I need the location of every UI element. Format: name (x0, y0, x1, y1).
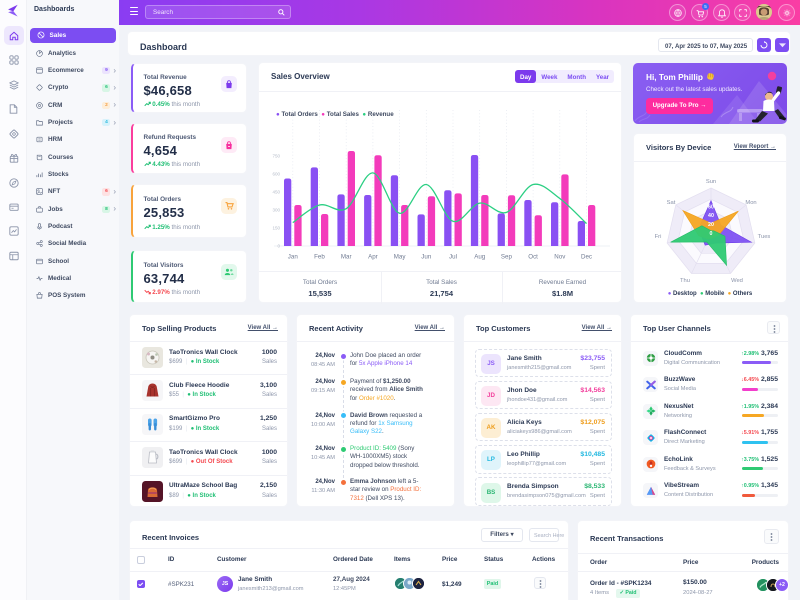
svg-text:300: 300 (272, 208, 280, 213)
svg-text:450: 450 (272, 190, 280, 195)
svg-text:0: 0 (277, 244, 280, 249)
svg-text:Mar: Mar (341, 254, 352, 261)
svg-text:Dec: Dec (581, 254, 592, 261)
svg-text:40: 40 (708, 213, 714, 219)
svg-text:Jan: Jan (288, 254, 299, 261)
svg-text:Jul: Jul (449, 254, 457, 261)
svg-text:Tues: Tues (758, 234, 771, 240)
svg-text:60: 60 (708, 204, 714, 210)
svg-text:600: 600 (272, 172, 280, 177)
svg-text:Fri: Fri (655, 234, 662, 240)
svg-text:Apr: Apr (368, 254, 378, 261)
svg-text:20: 20 (708, 222, 714, 228)
svg-text:Feb: Feb (314, 254, 325, 261)
svg-text:May: May (394, 254, 407, 261)
svg-text:Nov: Nov (554, 254, 566, 261)
svg-text:Thu: Thu (680, 278, 690, 284)
svg-text:750: 750 (272, 154, 280, 159)
svg-text:Jun: Jun (421, 254, 432, 261)
svg-text:Mon: Mon (745, 200, 756, 206)
svg-text:0: 0 (710, 231, 713, 237)
svg-text:Sun: Sun (706, 179, 716, 185)
svg-text:Sep: Sep (501, 254, 513, 261)
svg-text:Wed: Wed (731, 278, 743, 284)
svg-text:Aug: Aug (474, 254, 486, 261)
svg-text:150: 150 (272, 226, 280, 231)
svg-text:Sat: Sat (667, 200, 676, 206)
svg-text:Oct: Oct (528, 254, 538, 261)
